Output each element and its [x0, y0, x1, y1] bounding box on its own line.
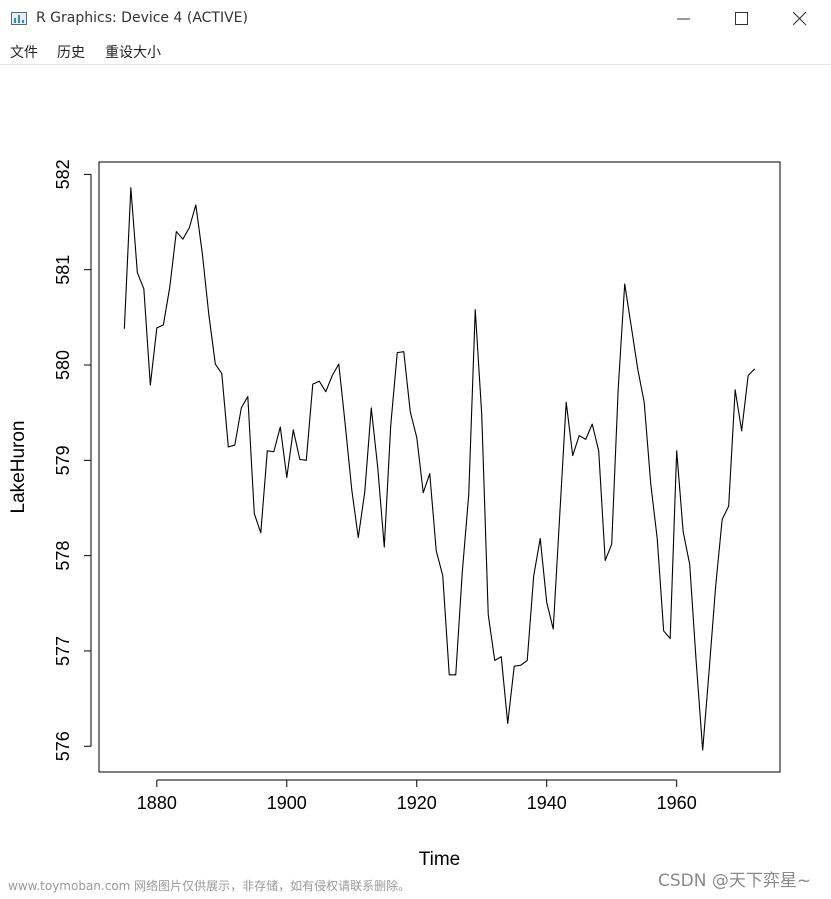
- x-tick-label: 1960: [657, 793, 697, 813]
- menu-file[interactable]: 文件: [10, 45, 38, 61]
- minimize-button[interactable]: [655, 0, 713, 38]
- plot-area: 1880 1900 1920 1940 1960 576 577 578 579 580 581 58…: [0, 65, 831, 895]
- y-tick-label: 580: [53, 350, 73, 380]
- lakehuron-chart: 1880 1900 1920 1940 1960 576 577 578 579 580 581 58…: [8, 159, 781, 870]
- x-tick-label: 1920: [397, 793, 437, 813]
- title-bar: R Graphics: Device 4 (ACTIVE): [0, 0, 831, 39]
- r-graphics-icon: [11, 12, 27, 25]
- menu-history[interactable]: 历史: [57, 45, 85, 61]
- y-tick-label: 579: [53, 445, 73, 475]
- minimize-icon: [677, 18, 690, 20]
- plot-frame: [98, 161, 781, 773]
- y-tick-label: 582: [53, 159, 73, 189]
- watermark-text: www.toymoban.com 网络图片仅供展示，非存储，如有侵权请联系删除。: [8, 879, 411, 893]
- y-axis-label: LakeHuron: [8, 421, 29, 514]
- menu-resize[interactable]: 重设大小: [105, 45, 161, 61]
- y-tick-label: 578: [53, 541, 73, 571]
- close-button[interactable]: [771, 0, 829, 38]
- y-tick-label: 576: [53, 731, 73, 761]
- series-line: [123, 187, 756, 751]
- x-tick-label: 1880: [137, 793, 177, 813]
- y-tick-label: 577: [53, 636, 73, 666]
- menu-bar: 文件 历史 重设大小: [0, 38, 831, 65]
- maximize-button[interactable]: [713, 0, 771, 38]
- x-tick-label: 1900: [267, 793, 307, 813]
- x-axis-label: Time: [419, 849, 461, 870]
- window-title: R Graphics: Device 4 (ACTIVE): [36, 10, 248, 26]
- y-tick-label: 581: [53, 255, 73, 285]
- close-icon: [793, 12, 807, 26]
- credit-text: CSDN @天下弈星~: [658, 871, 812, 891]
- x-tick-label: 1940: [527, 793, 567, 813]
- maximize-icon: [735, 12, 748, 25]
